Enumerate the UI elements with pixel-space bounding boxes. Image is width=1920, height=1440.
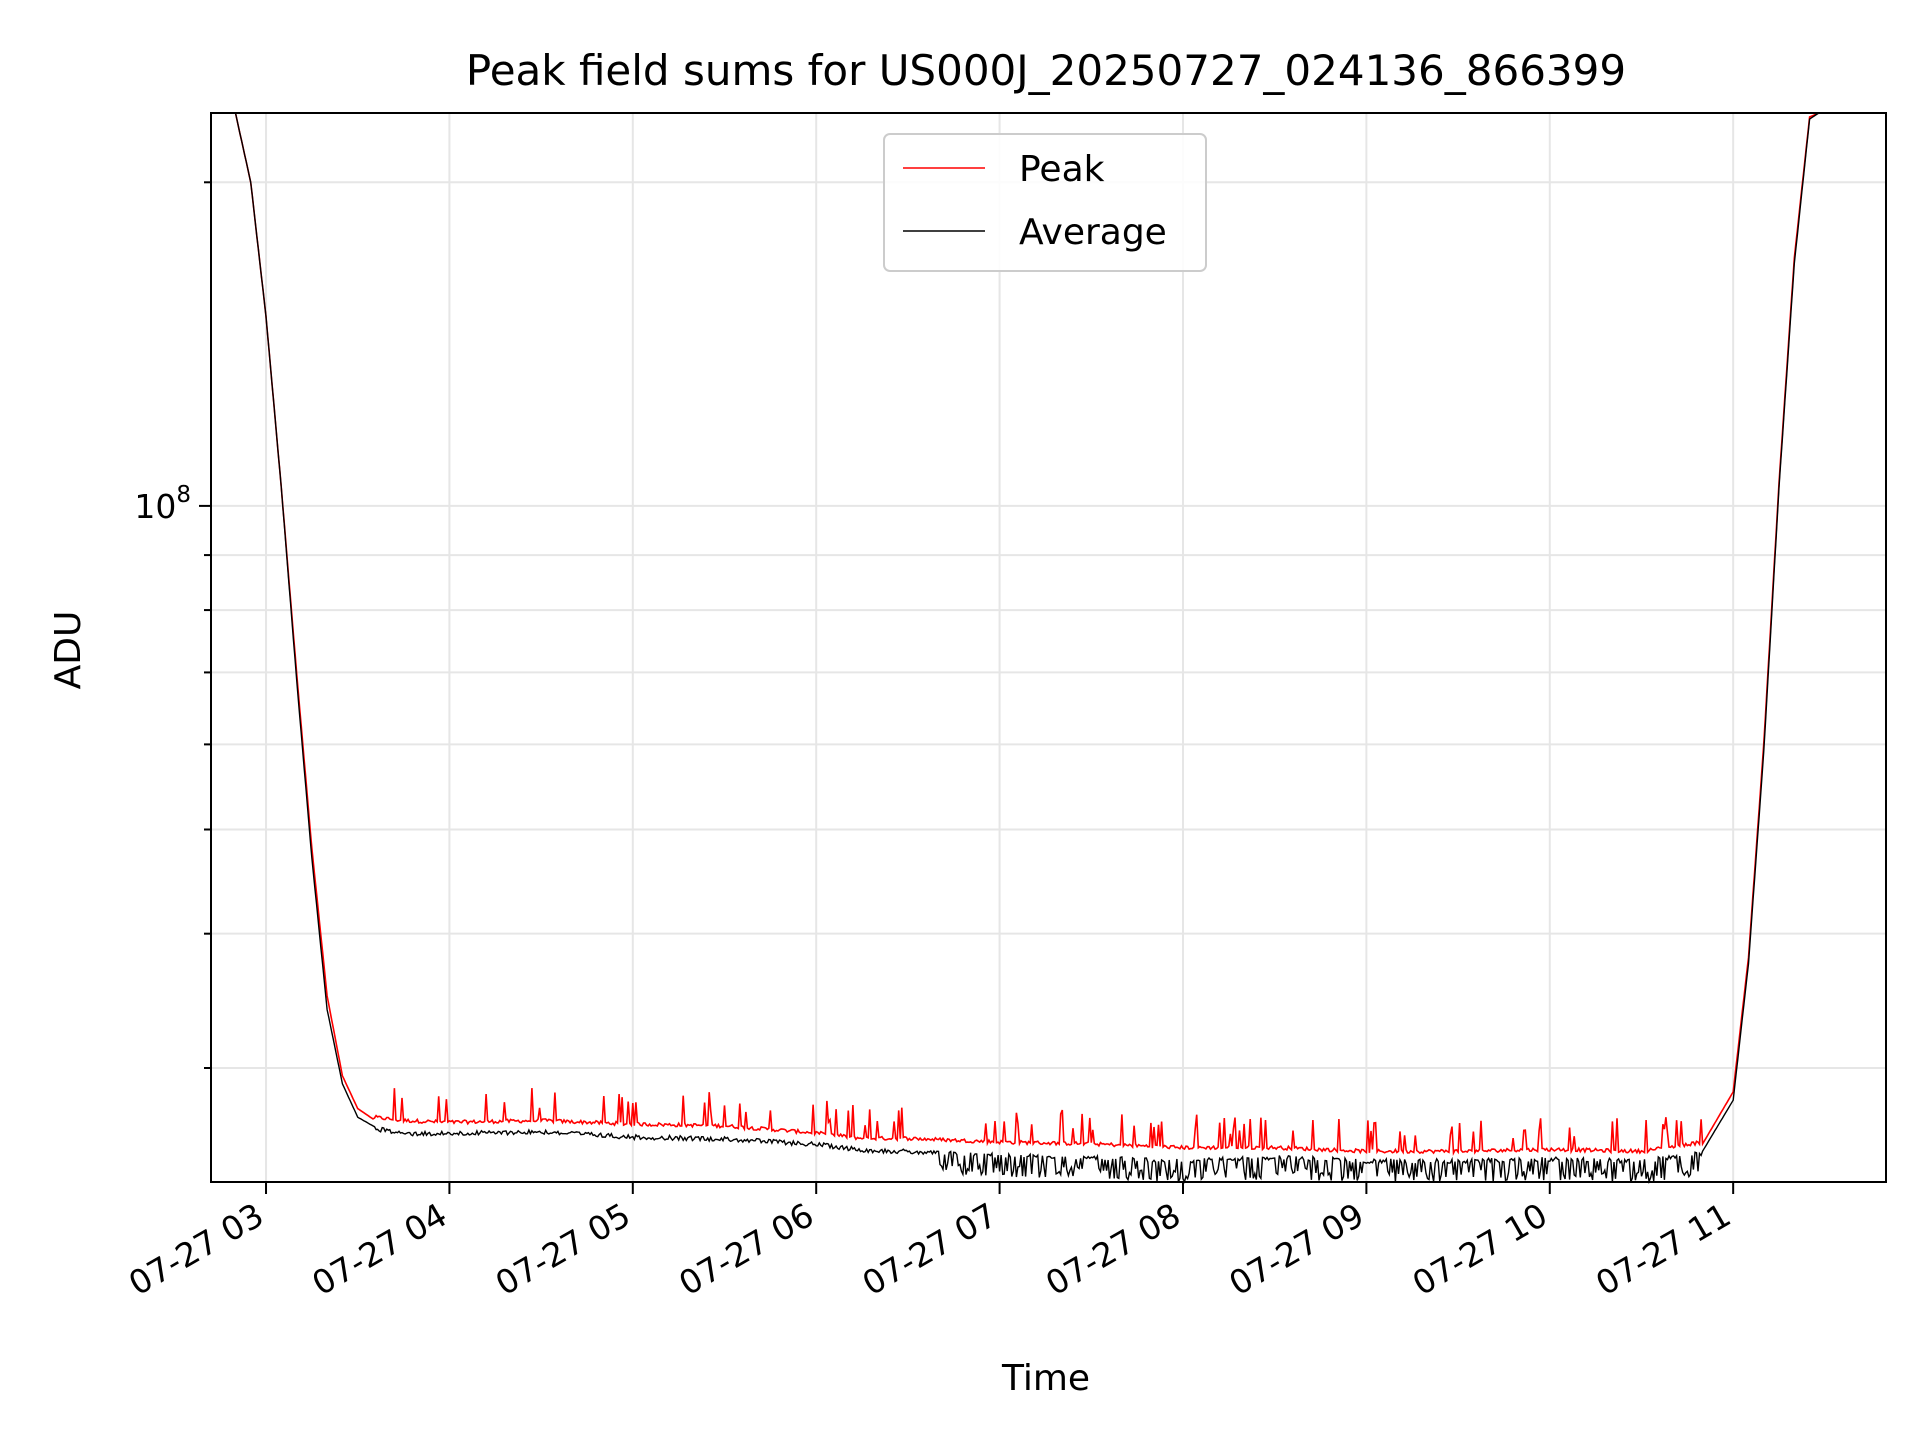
legend: Peak Average [883,133,1207,272]
chart-title: Peak field sums for US000J_20250727_0241… [466,46,1626,95]
series-line-average [211,112,1886,1185]
x-tick-label: 07-27 07 [856,1195,1004,1303]
x-tick-label: 07-27 10 [1406,1195,1554,1303]
legend-label-peak: Peak [1019,149,1105,190]
series-line-peak [211,112,1886,1156]
x-axis-ticks: 07-27 03 07-27 04 07-27 05 07-27 06 07-27 07… [122,1182,1737,1303]
y-tick-label: 108 [134,482,191,526]
y-axis-label: ADU [48,611,89,690]
grid [211,113,1886,1182]
legend-label-average: Average [1019,212,1167,253]
x-tick-label: 07-27 11 [1589,1195,1737,1303]
x-tick-label: 07-27 09 [1222,1195,1370,1303]
plot-frame [210,112,1887,1183]
x-tick-label: 07-27 05 [489,1195,637,1303]
x-tick-label: 07-27 08 [1039,1195,1187,1303]
x-tick-label: 07-27 04 [305,1195,453,1303]
series-layer [211,112,1886,1185]
x-tick-label: 07-27 06 [672,1195,820,1303]
x-axis-label: Time [1001,1358,1090,1399]
y-axis-ticks: 108 [134,181,211,1069]
x-tick-label: 07-27 03 [122,1195,270,1303]
